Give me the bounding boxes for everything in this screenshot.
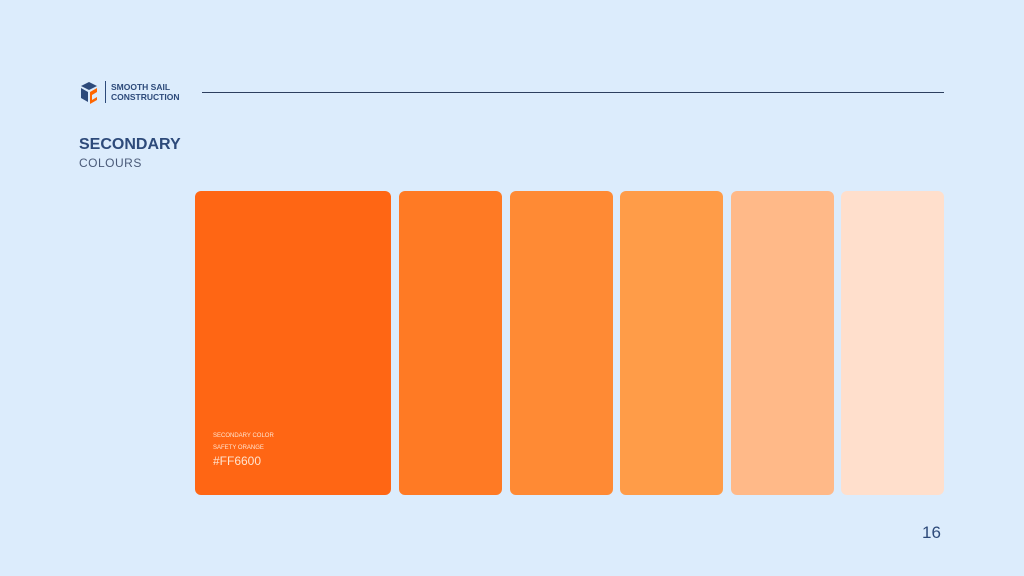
brand-name-line2: CONSTRUCTION [111,92,180,102]
swatch-color-name: SAFETY ORANGE [213,445,264,451]
tint-swatch [620,191,723,495]
logo-divider [105,81,106,103]
brand-name-line1: SMOOTH SAIL [111,82,171,92]
swatch-hex: #FF6600 [213,454,262,468]
page-title: SECONDARY [79,136,181,153]
header-rule [202,92,944,93]
tint-swatch [841,191,944,495]
brand-logo: SMOOTH SAIL CONSTRUCTION [79,80,179,104]
swatch-label: SECONDARY COLOR [213,433,274,439]
tint-swatch [399,191,502,495]
page-number: 16 [922,523,941,542]
tint-swatch [509,191,613,495]
page-subtitle: COLOURS [79,156,142,170]
logo-icon [81,82,97,104]
primary-swatch: SECONDARY COLOR SAFETY ORANGE #FF6600 [195,191,391,495]
tint-swatch [730,191,834,495]
